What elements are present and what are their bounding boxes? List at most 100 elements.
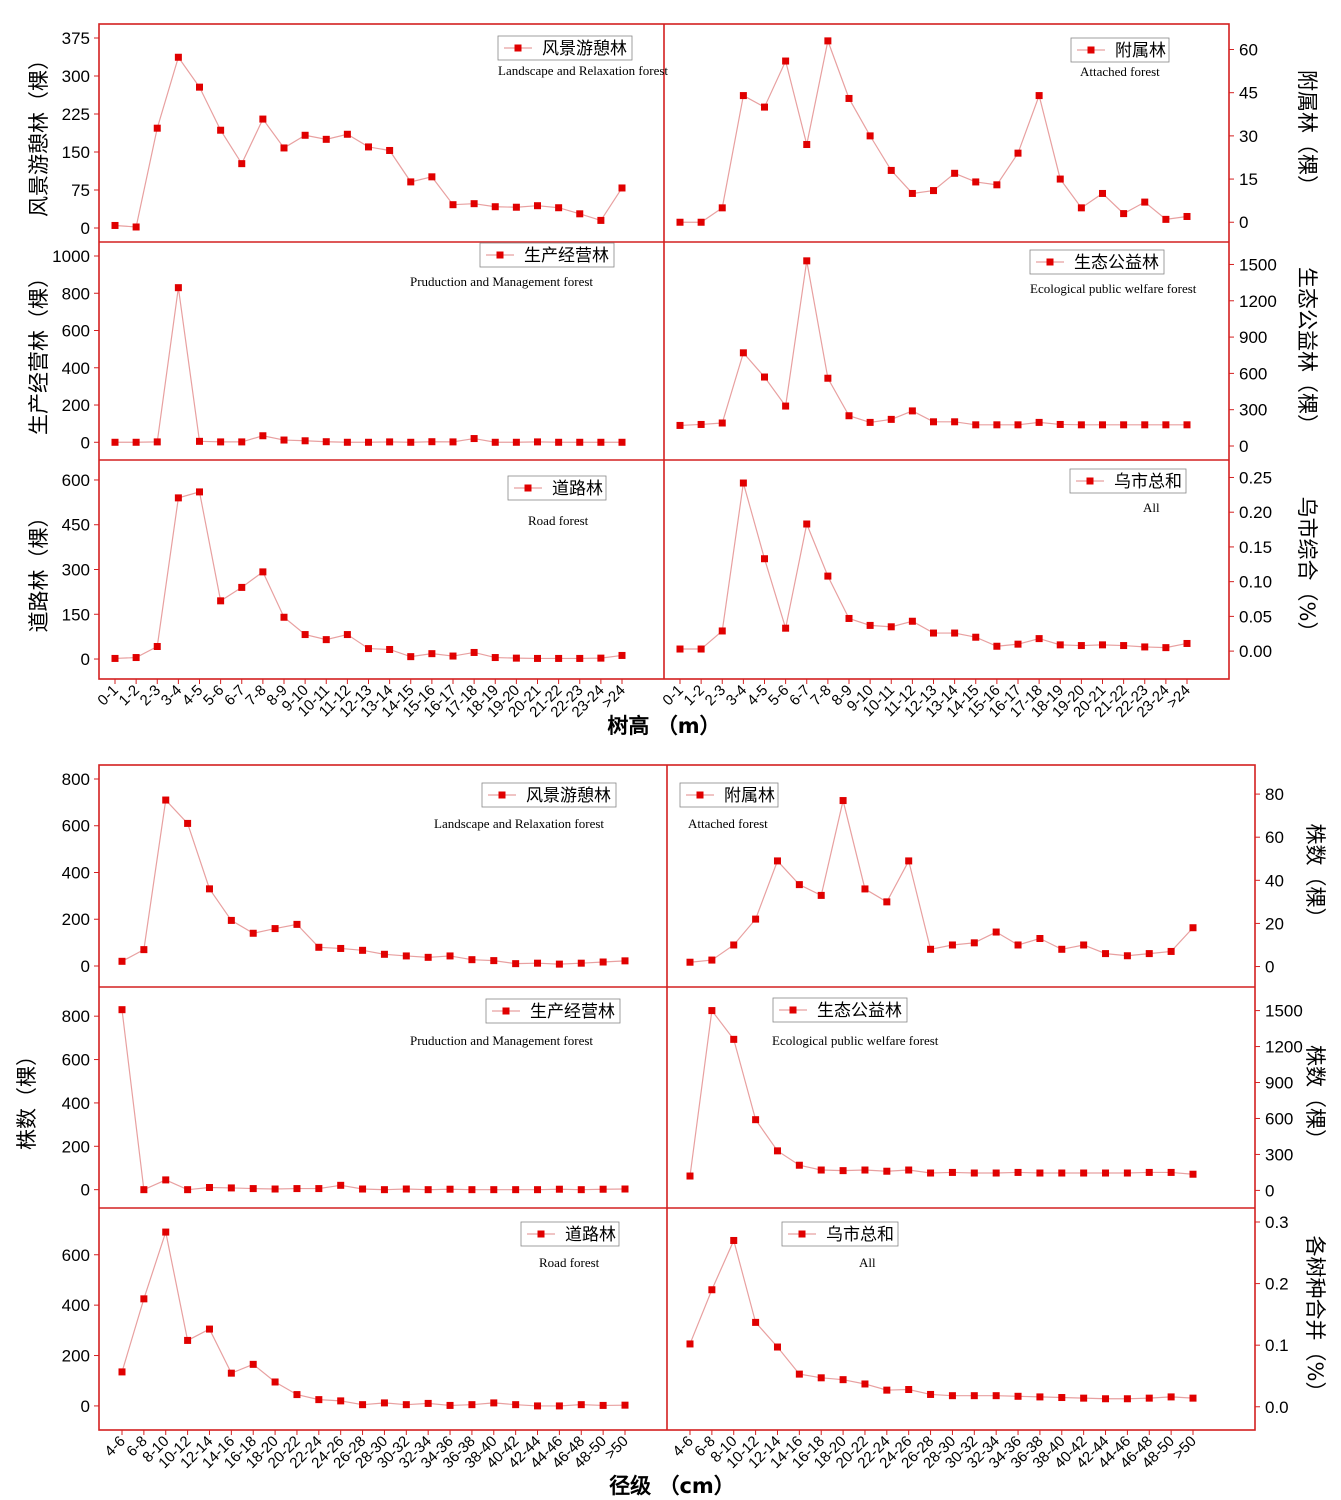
- data-point: [752, 1318, 760, 1326]
- x-tick-label: >50: [602, 1433, 632, 1463]
- data-point: [866, 621, 874, 629]
- data-point: [1035, 418, 1043, 426]
- legend: 附属林: [679, 782, 779, 808]
- series-english-label: All: [1143, 500, 1160, 515]
- data-point: [337, 1397, 345, 1405]
- data-point: [972, 633, 980, 641]
- legend-marker: [789, 1006, 797, 1014]
- legend: 生态公益林: [772, 997, 908, 1023]
- data-point: [446, 952, 454, 960]
- panel-middle-right: 0 300 600 900 1200 1500 株数（棵） 生态公益林 Ecological p…: [686, 997, 1327, 1200]
- data-point: [365, 438, 372, 446]
- data-point: [428, 173, 436, 181]
- data-point: [1167, 1168, 1175, 1176]
- data-point: [708, 956, 716, 964]
- legend: 生态公益林: [1029, 249, 1165, 275]
- data-point: [249, 1185, 257, 1193]
- data-point: [315, 943, 323, 951]
- legend: 生产经营林: [479, 242, 615, 268]
- data-point: [174, 53, 182, 61]
- data-point: [972, 178, 980, 186]
- data-point: [468, 956, 476, 964]
- y-tick-label: 600: [62, 1051, 90, 1070]
- data-point: [1058, 945, 1066, 953]
- data-point: [380, 1186, 388, 1194]
- x-tick-label: >50: [1170, 1433, 1200, 1463]
- legend-marker: [502, 1007, 510, 1015]
- y-tick-label: 1500: [1239, 255, 1277, 274]
- data-point: [343, 438, 351, 446]
- y-tick-label: 0.15: [1239, 538, 1272, 557]
- data-point: [970, 1392, 978, 1400]
- data-point: [1123, 1169, 1131, 1177]
- legend-marker: [498, 791, 506, 799]
- data-point: [470, 435, 478, 443]
- data-point: [402, 952, 410, 960]
- data-point: [174, 284, 182, 292]
- data-point: [380, 950, 388, 958]
- panel-bottom-left: 0 150 300 450 600 道路林（棵） 道路林 Road forest: [27, 471, 626, 669]
- data-point: [866, 132, 874, 140]
- data-point: [1162, 421, 1170, 429]
- data-point: [883, 1167, 891, 1175]
- data-point: [555, 654, 563, 662]
- legend: 道路林: [507, 475, 607, 501]
- data-point: [407, 178, 415, 186]
- data-point: [992, 1392, 1000, 1400]
- y-tick-label: 400: [62, 359, 90, 378]
- y-tick-label: 0.10: [1239, 573, 1272, 592]
- data-point: [491, 203, 499, 211]
- data-point: [196, 488, 203, 496]
- data-point: [359, 1185, 367, 1193]
- data-point: [927, 945, 935, 953]
- legend-label: 风景游憩林: [542, 39, 627, 59]
- y-tick-label: 1500: [1265, 1002, 1303, 1021]
- panel-bottom-right: 0.00 0.05 0.10 0.15 0.20 0.25 乌市综合（%） 乌市总和 All: [676, 468, 1319, 661]
- y-tick-label: 400: [62, 863, 90, 882]
- data-point: [555, 1185, 563, 1193]
- y-tick-label: 75: [71, 181, 90, 200]
- data-point: [1145, 1394, 1153, 1402]
- series-english-label: Road forest: [528, 513, 589, 528]
- legend-marker: [696, 791, 704, 799]
- y-tick-label: 0.2: [1265, 1275, 1289, 1294]
- y-tick-label: 0.0: [1265, 1398, 1289, 1417]
- data-point: [424, 1399, 432, 1407]
- data-point: [845, 94, 853, 102]
- y-tick-label: 60: [1239, 41, 1258, 60]
- data-point: [697, 645, 705, 653]
- data-point: [227, 1369, 235, 1377]
- data-point: [905, 1166, 913, 1174]
- data-point: [470, 200, 478, 208]
- data-point: [249, 1360, 257, 1368]
- panel-middle-left: 0 200 400 600 800 株数（棵） 生产经营林 Pruduction and Ma…: [15, 998, 629, 1200]
- data-point: [490, 957, 498, 965]
- data-point: [1189, 1394, 1197, 1402]
- data-point: [271, 1185, 279, 1193]
- y-tick-label: 0.05: [1239, 607, 1272, 626]
- data-point: [424, 953, 432, 961]
- data-point: [839, 1376, 847, 1384]
- data-point: [380, 1399, 388, 1407]
- data-point: [490, 1399, 498, 1407]
- data-point: [576, 438, 584, 446]
- data-point: [386, 645, 394, 653]
- data-point: [428, 650, 436, 658]
- data-point: [761, 555, 768, 563]
- y-axis-title: 乌市综合（%）: [1295, 497, 1319, 643]
- y-tick-label: 1000: [52, 247, 90, 266]
- data-point: [618, 438, 626, 446]
- y-tick-label: 0: [1239, 437, 1248, 456]
- data-point: [993, 421, 1001, 429]
- data-point: [196, 437, 203, 445]
- data-point: [803, 141, 811, 149]
- y-tick-label: 0.20: [1239, 503, 1272, 522]
- data-point: [1058, 1394, 1066, 1402]
- y-tick-label: 300: [62, 67, 90, 86]
- data-point: [597, 438, 605, 446]
- y-tick-label: 300: [1265, 1145, 1293, 1164]
- data-point: [817, 1374, 825, 1382]
- data-point: [217, 438, 225, 446]
- data-point: [1099, 421, 1106, 429]
